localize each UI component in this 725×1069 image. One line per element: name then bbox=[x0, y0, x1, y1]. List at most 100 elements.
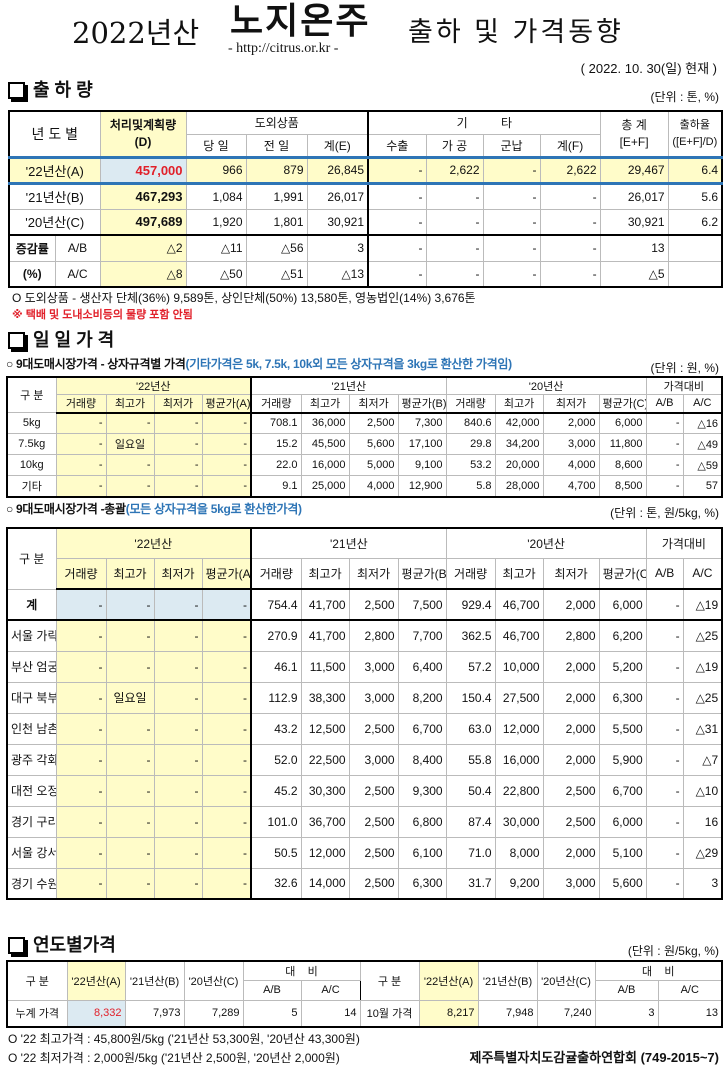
sub-heading-size: ○ 9대도매시장가격 - 상자규격별 가격(기타가격은 5k, 7.5k, 10… bbox=[6, 357, 512, 371]
price-row: 인천 남촌 - - - -43.2 12,500 2,500 6,700 63.0 12,000 2… bbox=[6, 712, 723, 745]
price-cell: 8,200 bbox=[397, 681, 447, 714]
price-cell: 7,300 bbox=[397, 412, 447, 434]
header-c: '20년산(C) bbox=[183, 960, 244, 1001]
price-cell: 2,500 bbox=[348, 712, 399, 745]
shipment-cell: 30,921 bbox=[599, 208, 669, 236]
header-compare: 대 비 bbox=[594, 960, 723, 981]
price-cell: - bbox=[201, 475, 253, 497]
price-cell: 5,600 bbox=[348, 433, 399, 455]
price-cell: - bbox=[201, 650, 253, 683]
row-label: 경기 수원 bbox=[6, 867, 57, 900]
checkbox-square-icon bbox=[8, 937, 25, 954]
price-cell: 16 bbox=[682, 805, 723, 838]
price-cell: 7,500 bbox=[397, 588, 447, 621]
header-vol: 거래량 bbox=[445, 557, 496, 590]
price-cell: 16,000 bbox=[300, 454, 350, 476]
section-title: 출 하 량 bbox=[33, 80, 93, 100]
unit-label: (단위 : 원/5kg, %) bbox=[627, 944, 719, 958]
price-cell: 2,500 bbox=[542, 805, 600, 838]
yearly-cell: 3 bbox=[594, 999, 659, 1028]
price-cell: 3,000 bbox=[348, 681, 399, 714]
header-gubun: 구 분 bbox=[359, 960, 420, 1001]
price-cell: 9,100 bbox=[397, 454, 447, 476]
price-cell: 5,500 bbox=[598, 712, 647, 745]
shipment-cell: - bbox=[367, 182, 427, 210]
price-cell: 2,000 bbox=[542, 712, 600, 745]
row-label: 대전 오정 bbox=[6, 774, 57, 807]
price-cell: - bbox=[645, 454, 684, 476]
price-cell: △25 bbox=[682, 681, 723, 714]
header-rate-sub: ([E+F]/D) bbox=[672, 135, 718, 148]
price-cell: 50.4 bbox=[445, 774, 496, 807]
yearly-cell: 7,948 bbox=[477, 999, 538, 1028]
price-cell: 71.0 bbox=[445, 836, 496, 869]
price-cell: 일요일 bbox=[105, 681, 155, 714]
shipment-cell: 1,991 bbox=[245, 182, 308, 210]
price-cell: 30,000 bbox=[494, 805, 544, 838]
price-cell: 8,400 bbox=[397, 743, 447, 776]
price-cell: - bbox=[645, 743, 684, 776]
price-cell: 29.8 bbox=[445, 433, 496, 455]
change-cell: △13 bbox=[306, 260, 370, 288]
price-cell: - bbox=[201, 836, 253, 869]
row-label: 대구 북부 bbox=[6, 681, 57, 714]
price-row: 기타 - - - -9.1 25,000 4,000 12,900 5.8 28,000 4,700… bbox=[6, 475, 723, 497]
section-title: 일 일 가 격 bbox=[33, 330, 115, 350]
row-label: 10월 가격 bbox=[359, 999, 420, 1028]
site-url[interactable]: - http://citrus.or.kr - bbox=[228, 41, 339, 56]
header-min: 최저가 bbox=[348, 557, 399, 590]
header-sum-f: 계(F) bbox=[539, 133, 601, 158]
header-ab: A/B bbox=[242, 979, 302, 1001]
price-cell: 2,000 bbox=[542, 588, 600, 621]
yearly-row: 누계 가격 8,332 7,973 7,289 5 14 10월 가격 8,217 7,948 7… bbox=[6, 999, 723, 1028]
price-cell: 52.0 bbox=[250, 743, 302, 776]
price-cell: 57 bbox=[682, 475, 723, 497]
price-cell: 929.4 bbox=[445, 588, 496, 621]
change-cell: 3 bbox=[306, 234, 370, 262]
price-cell: - bbox=[105, 836, 155, 869]
change-row: 증감률 A/B △2 △11 △56 3- - - -13 bbox=[8, 234, 723, 262]
header-other: 기 타 bbox=[367, 110, 601, 135]
header-min: 최저가 bbox=[153, 394, 203, 414]
price-cell: 362.5 bbox=[445, 619, 496, 652]
header-vol: 거래량 bbox=[445, 394, 496, 414]
price-cell: 6,200 bbox=[598, 619, 647, 652]
price-cell: - bbox=[201, 867, 253, 900]
price-cell: 3,000 bbox=[542, 433, 600, 455]
price-cell: 754.4 bbox=[250, 588, 302, 621]
shipment-cell: - bbox=[482, 182, 541, 210]
header-avg-a: 평균가(A) bbox=[201, 557, 253, 590]
row-label: 5kg bbox=[6, 412, 57, 434]
header-today: 당 일 bbox=[185, 133, 247, 158]
price-cell: △59 bbox=[682, 454, 723, 476]
price-cell: - bbox=[55, 650, 107, 683]
header-compare: 가격대비 bbox=[645, 376, 723, 395]
price-cell: 6,300 bbox=[397, 867, 447, 900]
shipment-cell: - bbox=[482, 208, 541, 236]
change-cell: - bbox=[539, 260, 601, 288]
shipment-cell: 1,801 bbox=[245, 208, 308, 236]
price-cell: - bbox=[105, 650, 155, 683]
price-cell: 6,300 bbox=[598, 681, 647, 714]
price-row: 서울 가락 - - - -270.9 41,700 2,800 7,700 362.5 46,70… bbox=[6, 619, 723, 652]
yearly-cell: 8,217 bbox=[418, 999, 479, 1028]
price-cell: 2,500 bbox=[348, 805, 399, 838]
price-cell: △19 bbox=[682, 588, 723, 621]
header-a: '22년산(A) bbox=[418, 960, 479, 1001]
shipment-row: '21년산(B) 467,293 1,084 1,991 26,017- - - -26,01… bbox=[8, 182, 723, 210]
price-cell: 3,000 bbox=[348, 650, 399, 683]
checkbox-square-icon bbox=[8, 332, 25, 349]
price-cell: - bbox=[645, 588, 684, 621]
row-label: 누계 가격 bbox=[6, 999, 68, 1028]
change-cell: 13 bbox=[599, 234, 669, 262]
price-cell: 6,000 bbox=[598, 588, 647, 621]
price-cell: - bbox=[645, 867, 684, 900]
market-price-table: 구 분 '22년산 '21년산 '20년산 가격대비 거래량 최고가 최저가 평균가(A) 거래량… bbox=[6, 527, 724, 900]
change-cell: - bbox=[367, 260, 427, 288]
price-cell: 45.2 bbox=[250, 774, 302, 807]
price-cell: - bbox=[153, 650, 203, 683]
header-ab: A/B bbox=[645, 394, 684, 414]
header-compare: 가격대비 bbox=[645, 527, 723, 559]
price-cell: - bbox=[55, 836, 107, 869]
price-cell: 46.1 bbox=[250, 650, 302, 683]
